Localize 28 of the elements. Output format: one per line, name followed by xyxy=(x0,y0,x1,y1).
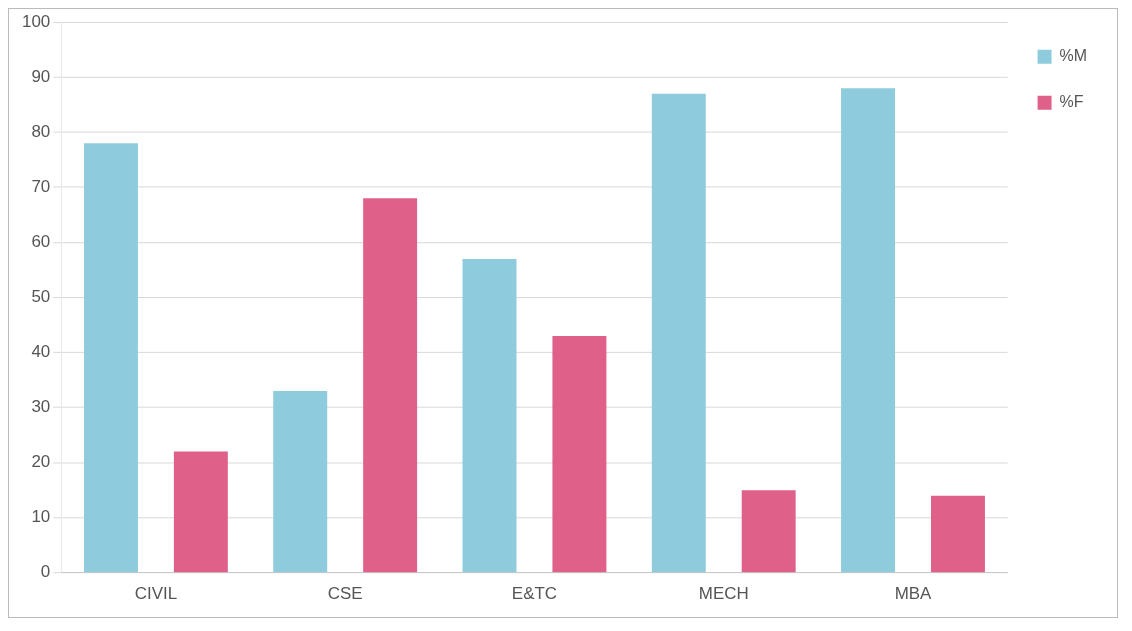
bar xyxy=(173,451,228,573)
x-tick-label: CSE xyxy=(327,583,363,603)
y-tick-label: 70 xyxy=(31,177,51,196)
bar xyxy=(552,335,607,573)
y-tick-label: 50 xyxy=(31,287,51,307)
bar xyxy=(841,88,896,573)
legend-label: %F xyxy=(1059,93,1084,111)
bar xyxy=(462,258,517,573)
y-tick-label: 40 xyxy=(31,342,51,362)
x-tick-label: MBA xyxy=(894,583,933,603)
y-tick-label: 90 xyxy=(31,66,51,86)
bar xyxy=(741,490,796,573)
y-tick-label: 80 xyxy=(31,121,51,141)
legend-label: %M xyxy=(1059,47,1088,65)
y-tick-label: 10 xyxy=(31,507,51,527)
bar xyxy=(363,198,418,573)
y-tick-label: 100 xyxy=(22,11,51,31)
x-tick-label: MECH xyxy=(698,583,749,603)
y-tick-label: 20 xyxy=(31,452,51,472)
x-tick-label: CIVIL xyxy=(134,583,178,603)
bar xyxy=(651,93,706,573)
y-tick-label: 30 xyxy=(31,397,51,417)
bar xyxy=(273,391,328,573)
y-tick-label: 60 xyxy=(31,232,51,252)
bar xyxy=(83,143,138,573)
x-tick-label: E&TC xyxy=(511,583,558,603)
y-tick-label: 0 xyxy=(40,562,51,582)
bar xyxy=(930,495,985,573)
